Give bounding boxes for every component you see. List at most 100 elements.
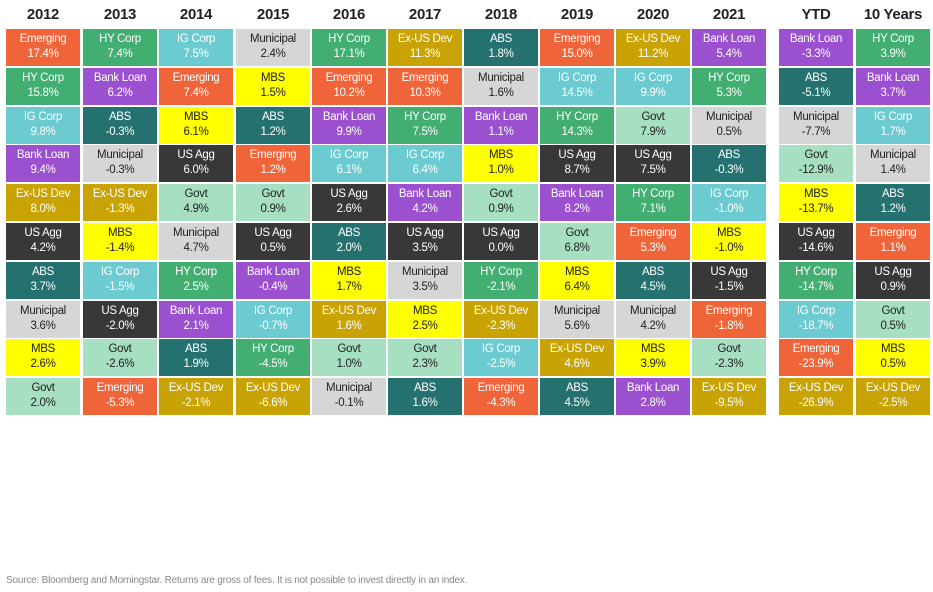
asset-class-label: Municipal xyxy=(173,227,219,239)
return-cell: IG Corp 6.4% xyxy=(388,145,462,183)
asset-class-label: Municipal xyxy=(630,304,676,317)
return-cell: US Agg 0.5% xyxy=(236,223,310,260)
asset-class-label: ABS xyxy=(261,110,285,123)
return-cell: ABS 4.5% xyxy=(616,261,690,299)
return-value: 0.5% xyxy=(260,242,286,254)
return-cell: US Agg -14.6% xyxy=(779,223,853,260)
return-cell: Govt 2.0% xyxy=(6,378,80,416)
return-value: 6.2% xyxy=(107,86,133,99)
return-value: 7.1% xyxy=(640,203,666,216)
return-value: -2.3% xyxy=(486,319,516,332)
asset-class-label: Bank Loan xyxy=(866,71,920,84)
column-header: 2014 xyxy=(179,6,213,23)
asset-class-label: Emerging xyxy=(172,71,220,84)
asset-class-label: Govt xyxy=(565,227,589,239)
asset-class-label: Govt xyxy=(804,149,828,162)
return-value: 14.5% xyxy=(561,86,593,99)
asset-class-label: US Agg xyxy=(482,227,520,239)
asset-class-label: MBS xyxy=(412,304,438,317)
asset-class-label: Emerging xyxy=(477,382,525,395)
asset-class-label: Govt xyxy=(489,188,513,201)
asset-class-label: IG Corp xyxy=(100,265,140,278)
asset-class-label: ABS xyxy=(489,33,513,45)
asset-class-label: Emerging xyxy=(629,227,677,239)
asset-class-label: HY Corp xyxy=(404,110,446,123)
return-cell: Emerging 17.4% xyxy=(6,29,80,66)
return-cell: Ex-US Dev 1.6% xyxy=(312,300,386,338)
return-value: -0.3% xyxy=(105,125,135,138)
column-header: 2019 xyxy=(560,6,594,23)
asset-class-label: MBS xyxy=(336,265,362,278)
return-cell: IG Corp -18.7% xyxy=(779,300,853,338)
asset-class-label: Municipal xyxy=(793,110,839,123)
return-cell: Ex-US Dev -1.3% xyxy=(83,184,157,222)
return-cell: Municipal 3.6% xyxy=(6,300,80,338)
column-header: 2018 xyxy=(484,6,518,23)
return-value: 4.5% xyxy=(564,397,590,410)
asset-class-label: Bank Loan xyxy=(16,149,70,162)
asset-class-label: Bank Loan xyxy=(246,265,300,278)
asset-class-label: MBS xyxy=(107,227,133,239)
asset-class-label: Ex-US Dev xyxy=(321,304,377,317)
asset-class-label: HY Corp xyxy=(872,33,914,45)
asset-class-label: IG Corp xyxy=(557,71,597,84)
return-cell: US Agg 2.6% xyxy=(312,184,386,222)
return-value: -2.3% xyxy=(714,358,744,371)
asset-class-label: Ex-US Dev xyxy=(168,382,224,395)
return-value: 3.5% xyxy=(412,242,438,254)
return-cell: Municipal 4.7% xyxy=(159,223,233,260)
return-cell: Emerging 10.3% xyxy=(388,67,462,105)
return-cell: MBS -1.4% xyxy=(83,223,157,260)
return-value: 10.3% xyxy=(409,86,441,99)
asset-class-label: HY Corp xyxy=(708,71,750,84)
return-cell: Govt 1.0% xyxy=(312,339,386,377)
asset-class-label: Emerging xyxy=(869,227,917,239)
return-value: 1.0% xyxy=(336,358,362,371)
asset-class-label: Municipal xyxy=(706,110,752,123)
return-cell: Ex-US Dev 11.3% xyxy=(388,29,462,66)
return-value: 17.1% xyxy=(333,48,365,60)
asset-class-label: HY Corp xyxy=(795,265,837,278)
return-cell: MBS 3.9% xyxy=(616,339,690,377)
asset-class-label: US Agg xyxy=(254,227,292,239)
asset-class-label: US Agg xyxy=(330,188,368,201)
asset-class-label: Bank Loan xyxy=(93,71,147,84)
asset-class-label: Govt xyxy=(184,188,208,201)
return-cell: Emerging 7.4% xyxy=(159,67,233,105)
return-value: 1.6% xyxy=(336,319,362,332)
return-cell: Municipal 1.4% xyxy=(856,145,930,183)
return-cell: US Agg 8.7% xyxy=(540,145,614,183)
return-cell: Ex-US Dev -9.5% xyxy=(692,378,766,416)
return-value: -2.0% xyxy=(105,319,135,332)
column-header: 2016 xyxy=(332,6,366,23)
return-cell: Ex-US Dev -2.5% xyxy=(856,378,930,416)
return-value: 1.9% xyxy=(183,358,209,371)
return-value: 9.9% xyxy=(640,86,666,99)
return-cell: Ex-US Dev -2.3% xyxy=(464,300,538,338)
asset-class-label: Emerging xyxy=(401,71,449,84)
asset-class-label: HY Corp xyxy=(99,33,141,45)
return-value: -2.5% xyxy=(486,358,516,371)
return-cell: Bank Loan 5.4% xyxy=(692,29,766,66)
column-header: 10 Years xyxy=(863,6,923,23)
return-cell: IG Corp 9.9% xyxy=(616,67,690,105)
asset-class-label: Bank Loan xyxy=(474,110,528,123)
return-value: 1.7% xyxy=(336,280,362,293)
return-value: 3.7% xyxy=(30,280,56,293)
return-cell: Emerging 5.3% xyxy=(616,223,690,260)
return-value: -2.1% xyxy=(181,397,211,410)
asset-class-label: Bank Loan xyxy=(702,33,756,45)
asset-class-label: US Agg xyxy=(634,149,672,162)
return-value: 10.2% xyxy=(333,86,365,99)
asset-class-label: Emerging xyxy=(19,33,67,45)
return-value: -2.5% xyxy=(878,397,908,410)
return-value: 9.9% xyxy=(336,125,362,138)
return-cell: Govt 0.5% xyxy=(856,300,930,338)
asset-class-label: Govt xyxy=(261,188,285,201)
return-cell: MBS 6.1% xyxy=(159,106,233,144)
asset-class-label: IG Corp xyxy=(481,343,521,356)
return-cell: HY Corp -4.5% xyxy=(236,339,310,377)
return-value: 2.8% xyxy=(640,397,666,410)
return-value: -2.6% xyxy=(105,358,135,371)
asset-class-label: US Agg xyxy=(24,227,62,239)
